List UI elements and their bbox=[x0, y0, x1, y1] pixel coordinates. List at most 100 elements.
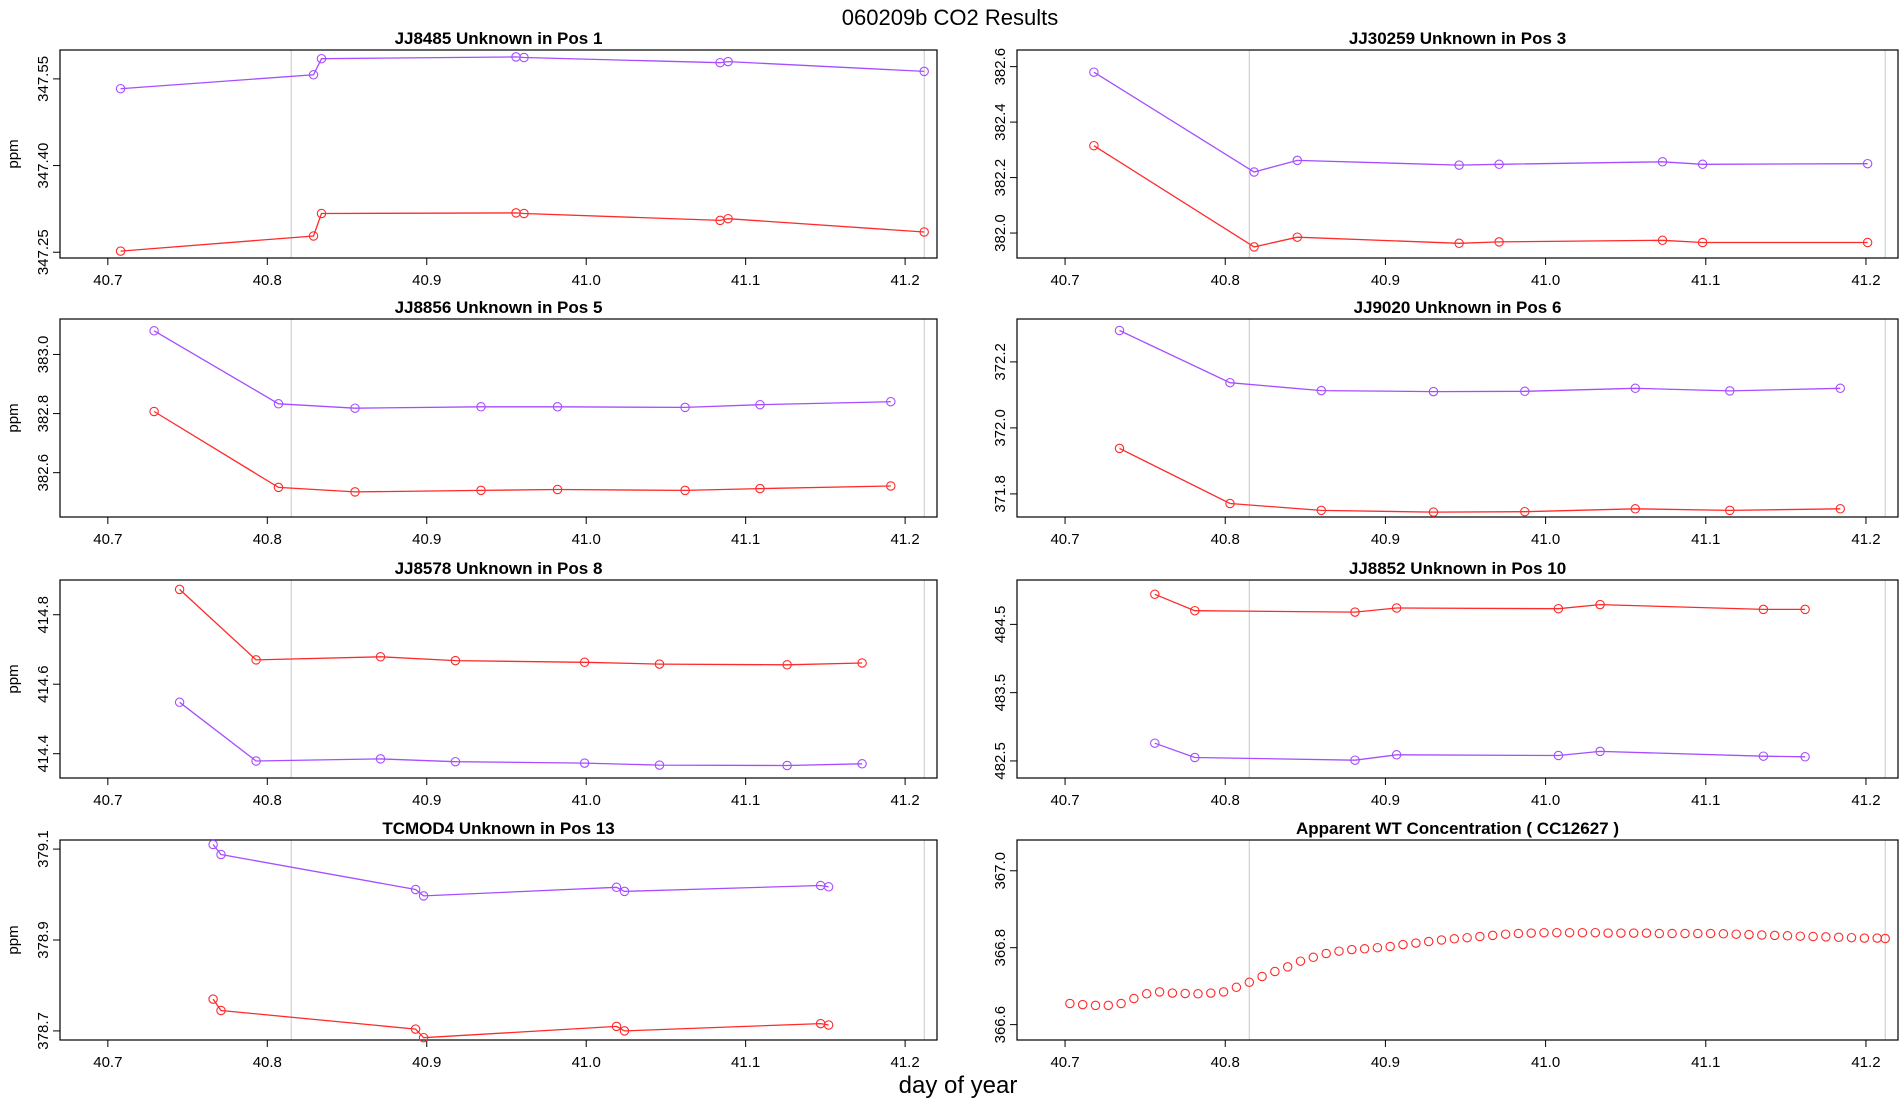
y-tick-label: 372.0 bbox=[992, 409, 1009, 447]
data-point bbox=[1539, 927, 1549, 938]
data-point bbox=[1116, 998, 1126, 1009]
series-line bbox=[1119, 447, 1841, 513]
data-point bbox=[1090, 1000, 1101, 1011]
y-axis-label: ppm bbox=[5, 139, 22, 168]
y-tick-label: 382.6 bbox=[35, 454, 52, 492]
data-point bbox=[1628, 928, 1639, 938]
data-point bbox=[1500, 929, 1511, 939]
y-tick-label: 367.0 bbox=[992, 852, 1009, 890]
x-tick-label: 41.2 bbox=[1851, 272, 1880, 289]
data-point bbox=[375, 754, 386, 764]
data-point bbox=[1744, 929, 1754, 940]
x-tick-label: 40.9 bbox=[1371, 272, 1400, 289]
data-point bbox=[418, 891, 429, 901]
data-point bbox=[149, 406, 159, 417]
data-point bbox=[273, 399, 284, 409]
data-point bbox=[1190, 605, 1200, 616]
data-point bbox=[1705, 928, 1716, 939]
data-point bbox=[1257, 971, 1267, 982]
y-tick-label: 382.0 bbox=[992, 214, 1009, 252]
series-line bbox=[153, 330, 891, 409]
data-point bbox=[1564, 927, 1575, 938]
data-point bbox=[450, 655, 461, 666]
data-point bbox=[1249, 167, 1259, 177]
series-upper bbox=[208, 839, 834, 901]
data-point bbox=[316, 208, 327, 219]
data-point bbox=[450, 756, 461, 767]
data-point bbox=[1595, 746, 1605, 757]
panel-title: JJ8485 Unknown in Pos 1 bbox=[395, 29, 603, 48]
data-point bbox=[1697, 237, 1708, 248]
x-tick-label: 40.9 bbox=[1371, 531, 1400, 548]
series-line bbox=[212, 998, 829, 1039]
y-tick-label: 383.0 bbox=[35, 336, 52, 374]
panels-group: JJ8485 Unknown in Pos 1 40.7 40.8 40.9 41.0 4… bbox=[5, 29, 1899, 1071]
series-line bbox=[1154, 742, 1806, 761]
x-tick-label: 41.0 bbox=[1531, 531, 1560, 548]
panel-1: JJ8485 Unknown in Pos 1 40.7 40.8 40.9 41.0 4… bbox=[5, 29, 938, 289]
plot-frame bbox=[1016, 839, 1899, 1041]
data-point bbox=[579, 758, 590, 768]
y-tick-label: 484.5 bbox=[992, 606, 1009, 644]
data-point bbox=[1077, 999, 1088, 1010]
data-point bbox=[1292, 232, 1303, 242]
data-point bbox=[552, 484, 563, 495]
y-tick-label: 371.8 bbox=[992, 475, 1009, 513]
data-point bbox=[208, 994, 218, 1004]
data-point bbox=[1494, 159, 1504, 170]
data-point bbox=[1782, 931, 1793, 941]
data-point bbox=[919, 66, 929, 77]
data-point bbox=[1454, 238, 1464, 249]
data-point bbox=[1725, 386, 1735, 396]
plot-frame bbox=[1016, 49, 1899, 259]
data-point bbox=[1225, 498, 1235, 509]
data-point bbox=[375, 652, 386, 662]
data-point bbox=[1350, 607, 1360, 617]
data-point bbox=[1795, 931, 1806, 941]
data-point bbox=[115, 246, 126, 256]
y-tick-label: 366.8 bbox=[992, 929, 1009, 967]
x-tick-label: 40.7 bbox=[93, 1054, 122, 1071]
data-point bbox=[1316, 385, 1327, 396]
data-point bbox=[1520, 506, 1530, 517]
data-point bbox=[1150, 738, 1160, 748]
data-point bbox=[654, 659, 665, 669]
data-point bbox=[1398, 939, 1408, 950]
x-tick-label: 40.9 bbox=[412, 1054, 441, 1071]
data-point bbox=[919, 227, 929, 237]
y-tick-label: 414.4 bbox=[35, 735, 52, 773]
data-point bbox=[216, 849, 226, 860]
data-point bbox=[308, 231, 319, 241]
y-tick-label: 382.2 bbox=[992, 159, 1009, 197]
data-point bbox=[1862, 158, 1873, 169]
data-point bbox=[1449, 934, 1460, 944]
x-tick-label: 40.8 bbox=[1211, 792, 1240, 809]
data-point bbox=[552, 402, 563, 412]
series-line bbox=[212, 844, 829, 897]
data-point bbox=[1731, 929, 1741, 939]
data-point bbox=[1206, 988, 1216, 998]
data-point bbox=[1454, 160, 1464, 170]
x-tick-label: 41.0 bbox=[1531, 792, 1560, 809]
data-point bbox=[476, 402, 486, 412]
data-point bbox=[886, 396, 896, 407]
data-point bbox=[1821, 932, 1831, 942]
series-line bbox=[1154, 593, 1806, 613]
data-point bbox=[1487, 930, 1498, 941]
data-point bbox=[1462, 932, 1472, 943]
data-point bbox=[1334, 946, 1344, 956]
data-point bbox=[1270, 966, 1280, 977]
y-axis-label: ppm bbox=[5, 664, 22, 693]
data-point bbox=[1680, 928, 1690, 939]
panel-title: JJ8856 Unknown in Pos 5 bbox=[395, 298, 603, 317]
data-point bbox=[1862, 237, 1873, 248]
y-tick-label: 366.6 bbox=[992, 1006, 1009, 1044]
series-upper bbox=[149, 326, 896, 413]
data-point bbox=[1089, 140, 1099, 151]
data-point bbox=[316, 53, 327, 64]
plot-frame bbox=[59, 49, 938, 259]
panel-2: JJ30259 Unknown in Pos 3 40.7 40.8 40.9 41.0… bbox=[992, 29, 1899, 289]
data-point bbox=[149, 326, 159, 336]
data-point bbox=[1295, 956, 1306, 966]
